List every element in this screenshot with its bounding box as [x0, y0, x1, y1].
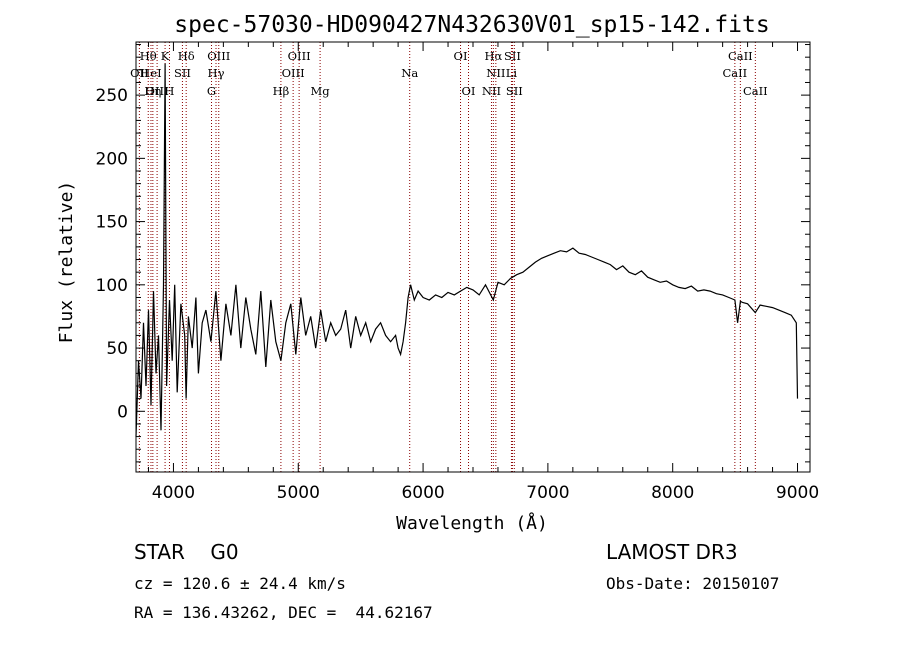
spectral-line-label: Hθ: [140, 49, 157, 63]
spectral-line-label: Na: [401, 66, 418, 80]
x-tick-label: 4000: [152, 483, 195, 503]
object-class: STAR G0: [134, 540, 239, 564]
spectral-line-label: Mg: [311, 84, 331, 98]
y-tick-label: 200: [96, 149, 128, 169]
x-tick-label: 9000: [776, 483, 819, 503]
spectral-line-label: G: [207, 84, 216, 98]
coords-text: RA = 136.43262, DEC = 44.62167: [134, 603, 433, 622]
spectral-line-label: SII: [504, 49, 521, 63]
chart-title: spec-57030-HD090427N432630V01_sp15-142.f…: [174, 12, 769, 38]
spectral-line-label: Hδ: [178, 49, 195, 63]
obs-date-text: Obs-Date: 20150107: [606, 574, 780, 593]
y-axis-label: Flux (relative): [56, 181, 77, 344]
spectrum-chart: spec-57030-HD090427N432630V01_sp15-142.f…: [56, 12, 819, 534]
redshift-text: cz = 120.6 ± 24.4 km/s: [134, 574, 346, 593]
spectral-line-label: OIII: [282, 66, 305, 80]
spectral-line-label: CaII: [743, 84, 768, 98]
spectral-line-label: OI: [454, 49, 468, 63]
spectral-line-label: NII: [482, 84, 501, 98]
y-tick-label: 0: [117, 402, 128, 422]
spectral-line-label: NII: [486, 66, 505, 80]
spectral-line-label: Hη: [144, 84, 161, 98]
plot-frame: [135, 41, 811, 473]
spectral-line-label: OIII: [207, 49, 230, 63]
y-tick-label: 100: [96, 276, 128, 296]
x-tick-label: 5000: [277, 483, 320, 503]
spectral-line-label: OIII: [288, 49, 311, 63]
y-tick-label: 250: [96, 86, 128, 106]
y-tick-label: 50: [106, 339, 128, 359]
spectral-line-label: CaII: [728, 49, 753, 63]
spectral-line-label: Li: [506, 66, 518, 80]
x-tick-label: 6000: [401, 483, 444, 503]
spectral-line-label: Hα: [484, 49, 502, 63]
x-axis: 4000 5000 6000 7000 8000 9000: [147, 42, 819, 503]
spectral-line-label: SII: [174, 66, 191, 80]
spectral-line-label: K: [161, 49, 170, 63]
spectral-line-label: CaII: [722, 66, 747, 80]
survey-name: LAMOST DR3: [606, 540, 738, 564]
spectral-line-label: OI: [462, 84, 476, 98]
y-axis: 0 50 100 150 200 250: [96, 44, 810, 463]
spectrum-series: [135, 63, 799, 437]
x-tick-label: 8000: [651, 483, 694, 503]
y-tick-label: 150: [96, 213, 128, 233]
spectral-line-label: H: [164, 84, 174, 98]
spectral-line-label: Hβ: [273, 84, 290, 98]
spectral-line-label: OII: [130, 66, 149, 80]
x-axis-label: Wavelength (Å): [396, 512, 548, 534]
spectral-line-label: SII: [506, 84, 523, 98]
spectral-line-label: OIII: [146, 84, 169, 98]
spectrum-line: [135, 63, 799, 437]
x-tick-label: 7000: [526, 483, 569, 503]
spectral-line-label: Hγ: [208, 66, 225, 80]
spectral-line-label: HeI: [140, 66, 161, 80]
